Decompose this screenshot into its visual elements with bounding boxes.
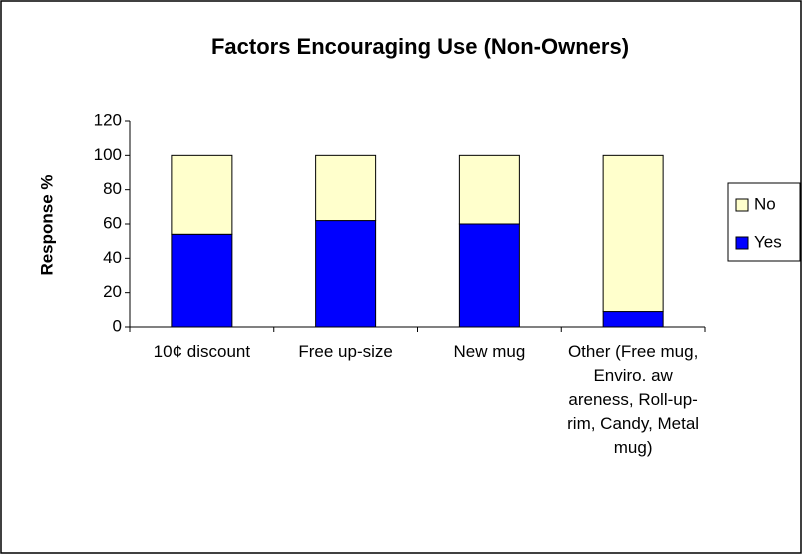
x-tick-label: 10¢ discount	[153, 342, 251, 361]
bar-segment	[171, 233, 233, 328]
bar-segment	[458, 223, 520, 328]
chart-title: Factors Encouraging Use (Non-Owners)	[211, 34, 629, 59]
y-tick-label: 80	[103, 179, 122, 198]
legend-label: Yes	[754, 232, 782, 251]
y-tick-label: 0	[113, 316, 122, 335]
bar-segment	[315, 154, 377, 222]
x-tick-label: New mug	[453, 342, 526, 361]
x-tick-label: Other (Free mug, Enviro. aw areness, Rol…	[567, 342, 700, 457]
legend-swatch	[735, 198, 749, 212]
bar-segment	[458, 154, 520, 225]
bar-segment	[602, 311, 664, 328]
y-tick-label: 40	[103, 248, 122, 267]
bar-segment	[171, 154, 233, 235]
legend-label: No	[754, 194, 776, 213]
bar-segment	[315, 220, 377, 328]
y-axis-label: Response %	[37, 174, 56, 275]
legend-swatch	[735, 236, 749, 250]
bar-segment	[602, 154, 664, 313]
x-tick-label: Free up-size	[298, 342, 393, 361]
y-tick-label: 60	[103, 213, 122, 232]
y-tick-label: 100	[94, 145, 122, 164]
y-tick-label: 20	[103, 282, 122, 301]
y-tick-label: 120	[94, 110, 122, 129]
